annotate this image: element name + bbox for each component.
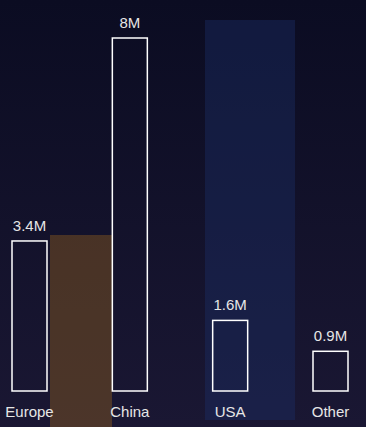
category-label: Europe [5, 403, 53, 420]
data-label: 1.6M [213, 296, 246, 313]
data-label: 8M [119, 14, 140, 31]
background-sign [50, 235, 112, 427]
bar [313, 351, 348, 391]
background-sign [205, 20, 295, 420]
bars [12, 38, 348, 391]
chart-root: 3.4M Europe 8M China 1.6M USA 0.9M Other [0, 0, 366, 427]
category-label: Other [312, 403, 350, 420]
category-label: USA [215, 403, 246, 420]
bar [12, 241, 47, 391]
labels: 3.4M Europe 8M China 1.6M USA 0.9M Other [5, 14, 349, 420]
chart: 3.4M Europe 8M China 1.6M USA 0.9M Other [0, 0, 366, 427]
data-label: 3.4M [13, 217, 46, 234]
bar [213, 320, 248, 391]
background [0, 0, 366, 427]
category-label: China [110, 403, 150, 420]
bar [112, 38, 147, 391]
data-label: 0.9M [314, 327, 347, 344]
